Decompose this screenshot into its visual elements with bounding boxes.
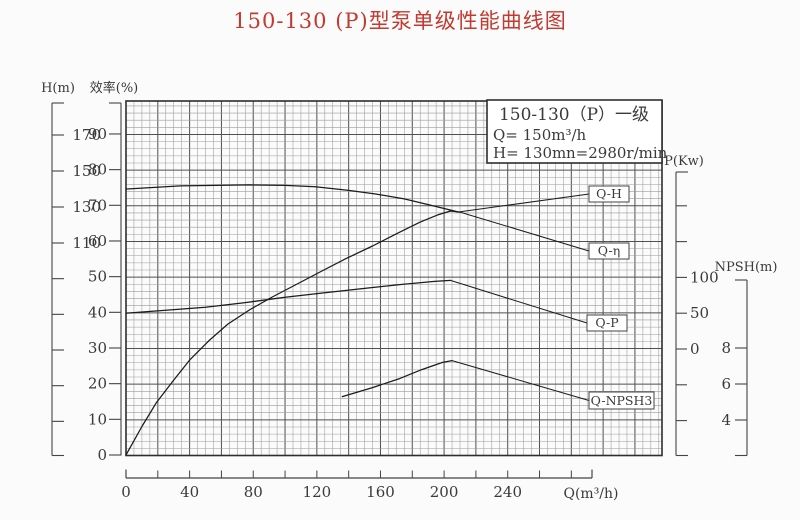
q-axis: 0 40 80 120 160 200 240 Q(m³/h) xyxy=(121,469,619,502)
svg-text:10: 10 xyxy=(88,410,107,428)
svg-text:Q-H: Q-H xyxy=(596,186,622,201)
svg-text:50: 50 xyxy=(690,304,709,322)
leader-line xyxy=(459,211,590,252)
p-axis: 100 50 0 P(Kw) xyxy=(664,154,719,457)
svg-text:160: 160 xyxy=(366,483,395,501)
svg-text:40: 40 xyxy=(88,303,107,321)
svg-text:0: 0 xyxy=(690,340,700,358)
h-axis: 170 150 130 110 H(m) xyxy=(41,81,101,457)
curve-q-h xyxy=(125,184,460,213)
svg-text:50: 50 xyxy=(88,268,107,286)
svg-text:80: 80 xyxy=(244,483,263,501)
svg-text:20: 20 xyxy=(88,375,107,393)
plot-border xyxy=(125,100,663,457)
legend-n: n=2980r/min xyxy=(566,144,668,162)
curve-q-p xyxy=(125,279,452,314)
grid xyxy=(125,101,662,456)
svg-text:8: 8 xyxy=(721,339,731,357)
svg-text:70: 70 xyxy=(88,196,107,214)
curve-q-npsh3 xyxy=(341,359,453,398)
svg-text:110: 110 xyxy=(72,234,101,252)
svg-text:40: 40 xyxy=(180,483,199,501)
svg-text:90: 90 xyxy=(88,125,107,143)
svg-text:Q-η: Q-η xyxy=(598,243,620,258)
legend-q: Q= 150m³/h xyxy=(493,126,587,144)
legend-box: 150-130（P）一级Q= 150m³/hH= 130m n=2980r/min xyxy=(486,99,668,164)
svg-text:240: 240 xyxy=(493,483,522,501)
svg-text:30: 30 xyxy=(88,339,107,357)
svg-text:120: 120 xyxy=(303,483,332,501)
svg-text:Q-P: Q-P xyxy=(595,315,618,330)
curve-label-curve-q-h: Q-H xyxy=(588,185,630,203)
svg-text:170: 170 xyxy=(72,126,101,144)
svg-text:0: 0 xyxy=(97,446,107,464)
chart-title: 150-130 (P)型泵单级性能曲线图 xyxy=(233,9,567,33)
curve-label-curve-q-npsh3: Q-NPSH3 xyxy=(588,391,655,410)
svg-text:80: 80 xyxy=(88,161,107,179)
curve-q-eta xyxy=(125,210,461,456)
leader-line xyxy=(458,193,590,213)
svg-text:100: 100 xyxy=(690,268,719,286)
h-axis-label: H(m) xyxy=(41,81,75,96)
svg-text:6: 6 xyxy=(721,375,731,393)
svg-text:130: 130 xyxy=(72,198,101,216)
svg-text:150: 150 xyxy=(72,162,101,180)
efficiency-axis: 90 80 70 60 50 40 30 20 10 0 效率(%) xyxy=(88,80,138,464)
p-axis-label: P(Kw) xyxy=(664,154,704,169)
npsh-axis: 8 6 4 NPSH(m) xyxy=(715,260,778,457)
legend-h: H= 130m xyxy=(493,144,566,162)
svg-text:Q-NPSH3: Q-NPSH3 xyxy=(591,393,653,408)
leader-line xyxy=(451,360,590,401)
q-axis-label: Q(m³/h) xyxy=(563,486,618,502)
svg-text:0: 0 xyxy=(121,483,131,501)
legend-model: 150-130（P）一级 xyxy=(499,105,649,125)
svg-text:4: 4 xyxy=(721,411,731,429)
npsh-axis-label: NPSH(m) xyxy=(715,260,778,275)
curve-label-curve-q-eta: Q-η xyxy=(588,242,630,260)
svg-text:200: 200 xyxy=(430,483,459,501)
curve-label-curve-q-p: Q-P xyxy=(586,314,628,332)
leader-line xyxy=(450,279,588,324)
svg-text:60: 60 xyxy=(88,232,107,250)
efficiency-axis-label: 效率(%) xyxy=(90,80,139,96)
